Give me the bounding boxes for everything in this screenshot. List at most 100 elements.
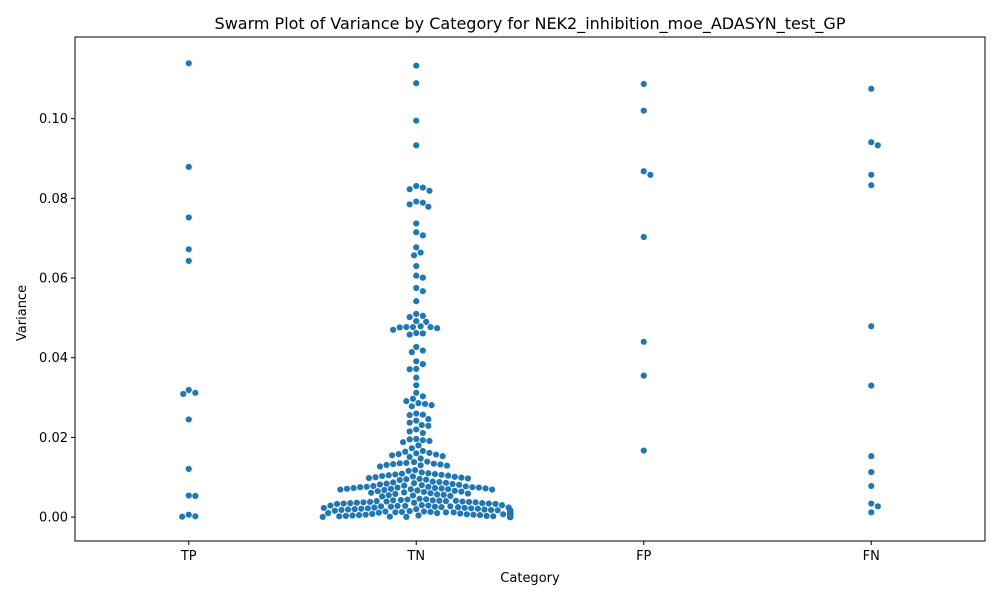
swarm-point-tn <box>392 471 399 478</box>
swarm-point-tn <box>401 482 408 489</box>
swarm-point-tn <box>475 484 483 491</box>
x-tick-label-fn: FN <box>863 549 880 564</box>
swarm-point-tn <box>376 463 384 470</box>
swarm-point-tn <box>392 509 399 516</box>
swarm-point-tn <box>447 492 454 500</box>
swarm-point-tn <box>420 508 428 515</box>
swarm-point-fp <box>640 447 647 454</box>
swarm-point-tn <box>426 437 433 445</box>
swarm-point-tn <box>423 496 430 503</box>
swarm-point-tn <box>406 428 413 435</box>
swarm-point-tp <box>192 492 199 500</box>
swarm-point-tn <box>451 487 458 494</box>
swarm-point-tn <box>461 504 468 512</box>
swarm-point-fn <box>868 500 875 507</box>
swarm-point-tn <box>406 186 413 193</box>
swarm-point-tn <box>431 503 439 510</box>
swarm-point-tn <box>343 485 351 492</box>
swarm-point-tn <box>374 488 381 495</box>
swarm-point-tn <box>443 462 451 469</box>
swarm-point-tn <box>406 366 413 373</box>
swarm-point-tn <box>468 505 475 512</box>
swarm-point-tn <box>377 503 385 510</box>
swarm-point-fp <box>640 80 647 88</box>
swarm-point-tn <box>458 474 465 481</box>
swarm-point-tn <box>428 402 435 409</box>
swarm-point-tn <box>425 502 432 509</box>
y-tick-label: 0.10 <box>39 112 68 127</box>
y-tick-label: 0.00 <box>39 511 68 526</box>
swarm-point-tn <box>419 288 426 295</box>
swarm-point-tn <box>425 415 432 423</box>
swarm-point-tn <box>421 400 429 408</box>
swarm-point-tn <box>431 484 439 492</box>
chart-title: Swarm Plot of Variance by Category for N… <box>215 14 846 34</box>
swarm-point-tn <box>402 448 409 455</box>
swarm-point-tn <box>398 470 406 477</box>
swarm-point-tn <box>416 495 423 502</box>
swarm-point-tn <box>353 499 360 506</box>
swarm-point-tn <box>371 504 378 511</box>
swarm-point-tn <box>351 506 358 513</box>
swarm-point-tn <box>338 506 345 514</box>
swarm-point-tn <box>434 325 441 332</box>
swarm-point-tn <box>440 491 447 498</box>
swarm-point-tp <box>185 246 192 253</box>
swarm-point-tn <box>390 479 397 486</box>
swarm-point-tn <box>413 272 420 279</box>
swarm-point-tn <box>413 198 420 205</box>
swarm-point-tp <box>185 511 192 518</box>
swarm-point-tn <box>479 500 486 507</box>
swarm-point-tn <box>438 471 445 478</box>
swarm-point-tn <box>472 499 479 506</box>
swarm-point-tn <box>449 480 456 488</box>
swarm-point-tn <box>490 513 497 520</box>
swarm-point-tn <box>482 485 489 492</box>
swarm-point-tn <box>409 492 417 499</box>
swarm-point-tn <box>413 244 420 251</box>
swarm-point-tn <box>410 252 418 259</box>
swarm-point-tn <box>407 486 414 493</box>
swarm-point-fn <box>868 468 875 476</box>
swarm-point-tn <box>362 511 369 518</box>
y-tick-label: 0.06 <box>39 272 68 287</box>
swarm-point-tn <box>419 437 426 444</box>
swarm-point-tn <box>413 117 420 124</box>
swarm-point-tp <box>185 257 192 265</box>
swarm-point-tn <box>350 484 357 492</box>
swarm-point-tn <box>414 487 421 494</box>
swarm-point-tp <box>179 513 186 520</box>
swarm-point-fn <box>868 85 875 92</box>
swarm-point-tn <box>413 142 420 149</box>
swarm-point-fp <box>640 372 647 379</box>
swarm-point-tn <box>418 502 425 509</box>
swarm-point-tp <box>185 60 192 67</box>
swarm-point-tn <box>413 329 420 337</box>
swarm-point-tn <box>438 485 445 492</box>
swarm-point-tn <box>399 439 407 446</box>
swarm-point-tn <box>340 500 347 507</box>
swarm-point-fp <box>640 168 647 175</box>
swarm-point-tn <box>419 199 426 206</box>
swarm-point-tn <box>423 476 430 483</box>
swarm-point-tn <box>355 511 363 519</box>
swarm-point-tn <box>342 512 349 520</box>
swarm-point-tn <box>423 318 430 325</box>
swarm-point-tn <box>398 508 406 516</box>
swarm-point-tn <box>357 484 364 491</box>
swarm-point-tn <box>417 323 424 330</box>
swarm-point-tn <box>406 313 413 321</box>
swarm-point-tn <box>327 502 334 509</box>
swarm-point-tn <box>442 498 450 505</box>
swarm-point-tn <box>403 513 410 521</box>
swarm-point-tn <box>425 470 432 477</box>
swarm-point-tn <box>464 475 472 482</box>
swarm-point-tn <box>406 412 413 419</box>
swarm-point-tn <box>390 497 397 504</box>
swarm-point-tn <box>403 398 410 405</box>
swarm-point-tn <box>425 422 432 429</box>
swarm-point-tn <box>369 510 376 518</box>
swarm-point-tn <box>404 496 411 503</box>
swarm-point-tn <box>426 449 433 457</box>
